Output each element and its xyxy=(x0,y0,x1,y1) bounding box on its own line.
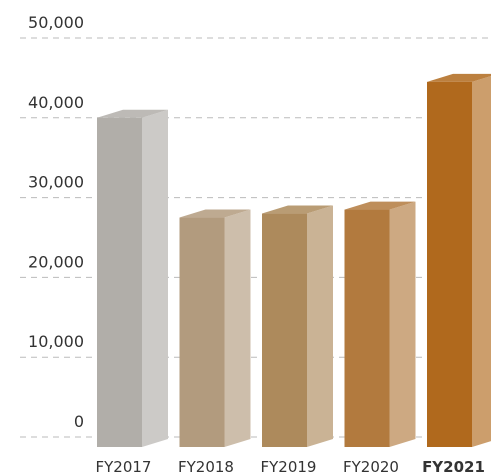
bar-side xyxy=(224,209,251,447)
y-tick-label: 50,000 xyxy=(28,13,84,32)
x-tick-label: FY2018 xyxy=(178,458,234,476)
bar-top xyxy=(427,73,491,82)
x-tick-label: FY2017 xyxy=(96,458,152,476)
y-tick-label: 0 xyxy=(74,412,84,431)
bar xyxy=(262,213,307,447)
bar-side xyxy=(472,76,491,447)
bar-side xyxy=(142,109,168,448)
x-tick-label: FY2021 xyxy=(422,458,485,476)
bar xyxy=(344,209,390,447)
bar-side xyxy=(307,205,333,447)
y-tick-label: 30,000 xyxy=(28,173,84,192)
bar xyxy=(97,117,142,448)
bar-top xyxy=(179,209,251,218)
bar-top xyxy=(97,109,168,118)
y-tick-label: 40,000 xyxy=(28,93,84,112)
bar xyxy=(179,217,225,447)
x-tick-label: FY2019 xyxy=(261,458,317,476)
bar-top xyxy=(262,205,333,214)
bar-side xyxy=(389,201,416,447)
y-tick-label: 10,000 xyxy=(28,332,84,351)
bar-top xyxy=(344,201,416,210)
y-tick-label: 20,000 xyxy=(28,252,84,271)
x-tick-label: FY2020 xyxy=(343,458,399,476)
bar xyxy=(427,81,472,447)
